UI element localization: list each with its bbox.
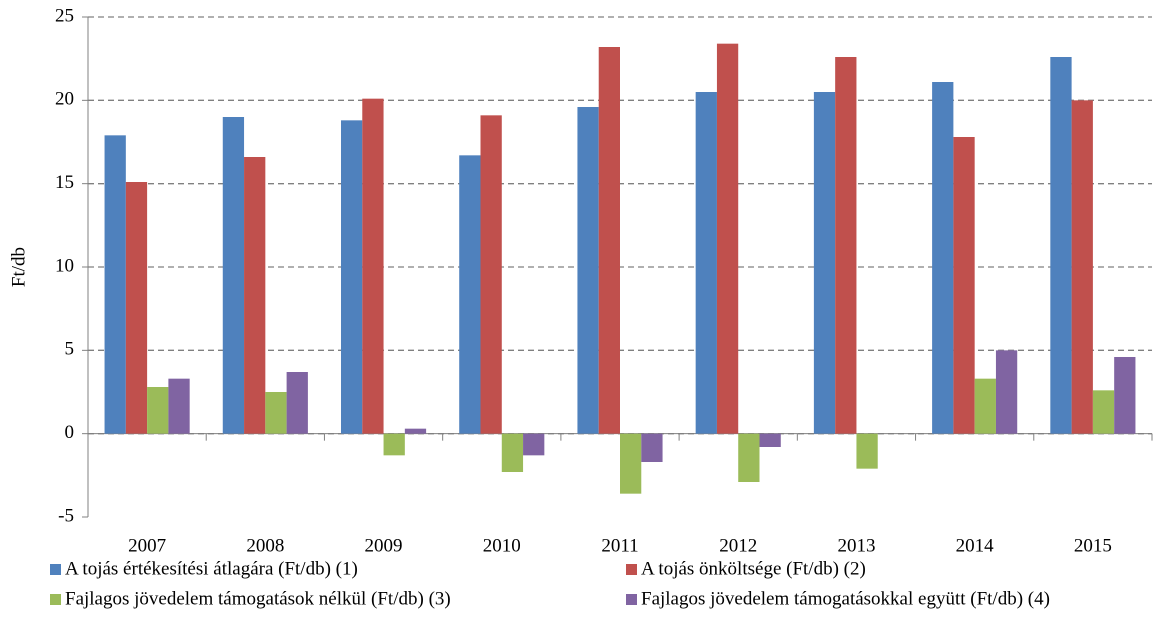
bar <box>1092 390 1115 434</box>
bar <box>480 115 502 434</box>
legend-label: A tojás önköltsége (Ft/db) (2) <box>641 558 866 579</box>
bar <box>104 135 126 434</box>
bar <box>459 155 481 434</box>
bar <box>695 92 717 434</box>
y-tick-label: 0 <box>65 422 75 443</box>
y-tick-label: -5 <box>58 505 74 526</box>
bar <box>759 433 781 447</box>
bar <box>974 378 996 434</box>
bar <box>222 117 245 434</box>
bar <box>523 433 545 456</box>
legend-swatch <box>50 594 61 605</box>
y-axis-label: Ft/db <box>8 247 29 287</box>
bar <box>265 392 287 434</box>
bar <box>1071 100 1093 434</box>
y-tick-label: 5 <box>65 339 75 360</box>
bar <box>147 387 169 434</box>
bar <box>286 372 308 434</box>
bar <box>738 433 760 482</box>
legend-label: Fajlagos jövedelem támogatásokkal együtt… <box>641 588 1050 609</box>
bar <box>932 82 954 434</box>
bar <box>1050 57 1072 434</box>
bar <box>835 57 857 434</box>
bar <box>244 157 266 434</box>
bar <box>813 92 836 434</box>
legend-swatch <box>50 564 61 575</box>
bar <box>641 433 663 462</box>
bar <box>1114 357 1136 434</box>
bar <box>995 350 1018 434</box>
x-tick-label: 2011 <box>601 535 638 556</box>
bar <box>168 378 190 434</box>
bar <box>598 47 620 434</box>
bar <box>125 182 148 434</box>
x-tick-label: 2015 <box>1074 535 1112 556</box>
y-tick-label: 15 <box>55 172 74 193</box>
legend-label: A tojás értékesítési átlagára (Ft/db) (1… <box>65 558 358 579</box>
bar <box>856 433 878 469</box>
bar <box>404 428 427 434</box>
y-tick-label: 10 <box>55 255 74 276</box>
bar <box>577 107 599 434</box>
x-tick-label: 2008 <box>246 535 284 556</box>
x-tick-label: 2013 <box>837 535 875 556</box>
bar <box>383 433 405 456</box>
y-tick-label: 20 <box>55 89 74 110</box>
legend-swatch <box>626 564 637 575</box>
legend-label: Fajlagos jövedelem támogatások nélkül (F… <box>65 588 451 609</box>
bar <box>716 43 739 434</box>
x-tick-label: 2009 <box>365 535 403 556</box>
x-tick-label: 2012 <box>719 535 757 556</box>
bar <box>501 433 524 472</box>
bar <box>340 120 363 434</box>
y-tick-label: 25 <box>55 5 74 26</box>
x-tick-label: 2010 <box>483 535 521 556</box>
legend-swatch <box>626 594 637 605</box>
x-tick-label: 2014 <box>956 535 995 556</box>
bar <box>620 433 642 494</box>
x-tick-label: 2007 <box>128 535 166 556</box>
bar <box>953 137 975 434</box>
bar <box>362 98 384 434</box>
